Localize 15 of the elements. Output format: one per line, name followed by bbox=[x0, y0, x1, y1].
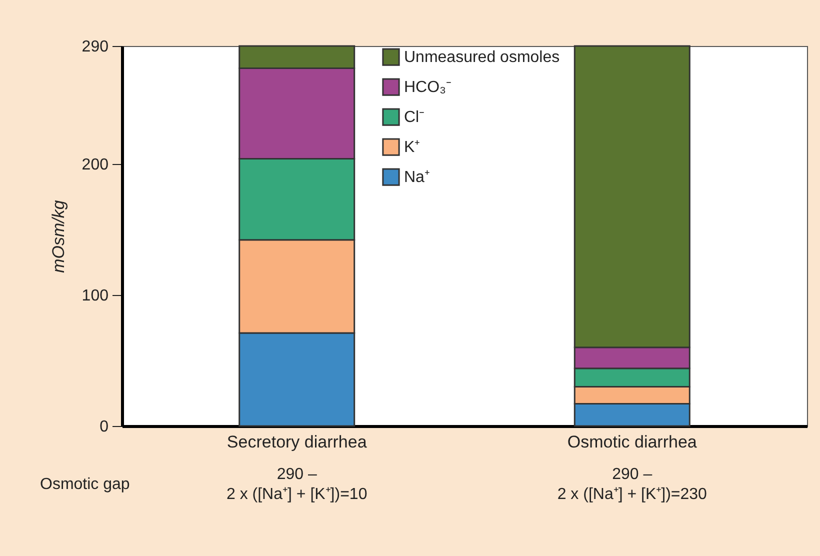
legend-label: Cl⁻ bbox=[404, 109, 424, 126]
y-axis-title: mOsm/kg bbox=[48, 200, 68, 273]
text: 290 – 2 x ([Na⁺] + [K⁺])=230 bbox=[557, 466, 708, 503]
x-tick-label: Osmotic diarrhea bbox=[567, 432, 698, 452]
y-tick-label: 200 bbox=[82, 156, 109, 174]
legend-label: HCO₃⁻ bbox=[404, 79, 452, 96]
legend-label: K⁺ bbox=[404, 139, 420, 156]
legend-label: Unmeasured osmoles bbox=[404, 49, 560, 66]
x-tick-label: Secretory diarrhea bbox=[226, 432, 368, 452]
y-tick-label: 100 bbox=[82, 287, 109, 304]
text: 290 – 2 x ([Na⁺] + [K⁺])=10 bbox=[226, 466, 368, 503]
y-tick-label: 290 bbox=[82, 38, 109, 56]
legend-label: Na⁺ bbox=[404, 169, 430, 186]
y-tick-label: 0 bbox=[100, 418, 109, 436]
text: Osmotic gap bbox=[40, 476, 130, 493]
